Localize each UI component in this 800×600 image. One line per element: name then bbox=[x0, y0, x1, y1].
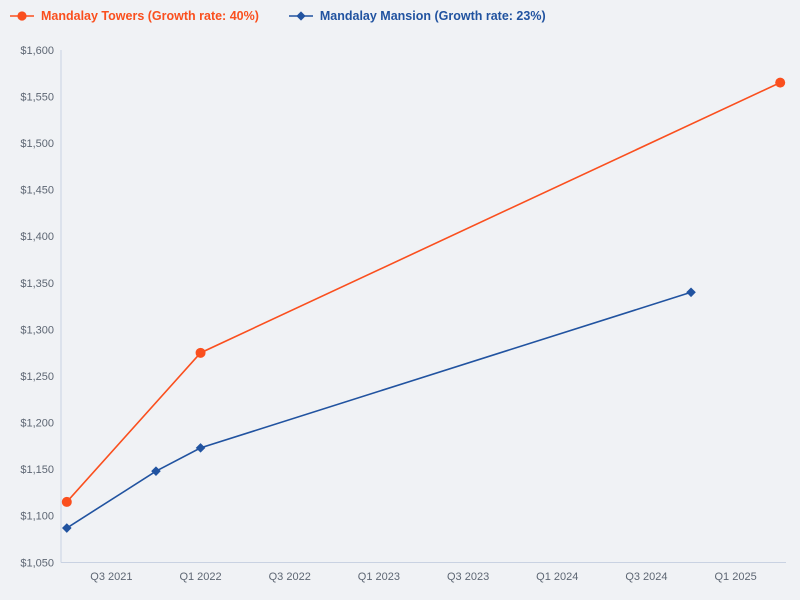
x-tick-label: Q1 2025 bbox=[715, 571, 757, 583]
series-line-circle bbox=[66, 81, 781, 503]
x-tick-label: Q1 2023 bbox=[358, 571, 400, 583]
y-tick-label: $1,600 bbox=[20, 45, 54, 57]
x-tick-label: Q3 2021 bbox=[90, 571, 132, 583]
y-tick-label: $1,100 bbox=[20, 511, 54, 523]
data-point-diamond bbox=[686, 287, 696, 298]
data-point-circle bbox=[775, 77, 786, 88]
y-tick-label: $1,050 bbox=[20, 557, 54, 569]
chart-legend: Mandalay Towers (Growth rate: 40%) Manda… bbox=[10, 9, 546, 23]
y-tick-label: $1,450 bbox=[20, 185, 54, 197]
data-point-diamond bbox=[62, 523, 72, 533]
y-tick-label: $1,200 bbox=[20, 418, 54, 430]
y-tick-label: $1,150 bbox=[20, 464, 54, 476]
data-point-diamond bbox=[151, 466, 161, 476]
data-point-diamond bbox=[195, 443, 206, 453]
series-line-diamond bbox=[66, 291, 692, 529]
y-tick-label: $1,400 bbox=[20, 231, 54, 243]
data-point-circle bbox=[195, 347, 206, 358]
x-tick-label: Q1 2022 bbox=[179, 571, 221, 583]
legend-label-mandalay-mansion: Mandalay Mansion (Growth rate: 23%) bbox=[319, 9, 546, 23]
legend-item-mandalay-mansion[interactable]: Mandalay Mansion (Growth rate: 23%) bbox=[288, 9, 546, 23]
x-tick-label: Q3 2022 bbox=[269, 571, 311, 583]
y-tick-label: $1,350 bbox=[20, 278, 54, 290]
circle-line-marker-icon bbox=[10, 11, 34, 21]
legend-item-mandalay-towers[interactable]: Mandalay Towers (Growth rate: 40%) bbox=[10, 9, 259, 23]
x-tick-label: Q3 2024 bbox=[625, 571, 667, 583]
y-tick-label: $1,300 bbox=[20, 324, 54, 336]
y-tick-label: $1,250 bbox=[20, 371, 54, 383]
legend-label-mandalay-towers: Mandalay Towers (Growth rate: 40%) bbox=[41, 9, 259, 23]
x-tick-label: Q1 2024 bbox=[536, 571, 578, 583]
y-tick-label: $1,550 bbox=[20, 91, 54, 103]
data-point-circle bbox=[61, 496, 72, 507]
y-tick-label: $1,500 bbox=[20, 138, 54, 150]
x-tick-label: Q3 2023 bbox=[447, 571, 489, 583]
diamond-line-marker-icon bbox=[288, 11, 313, 21]
